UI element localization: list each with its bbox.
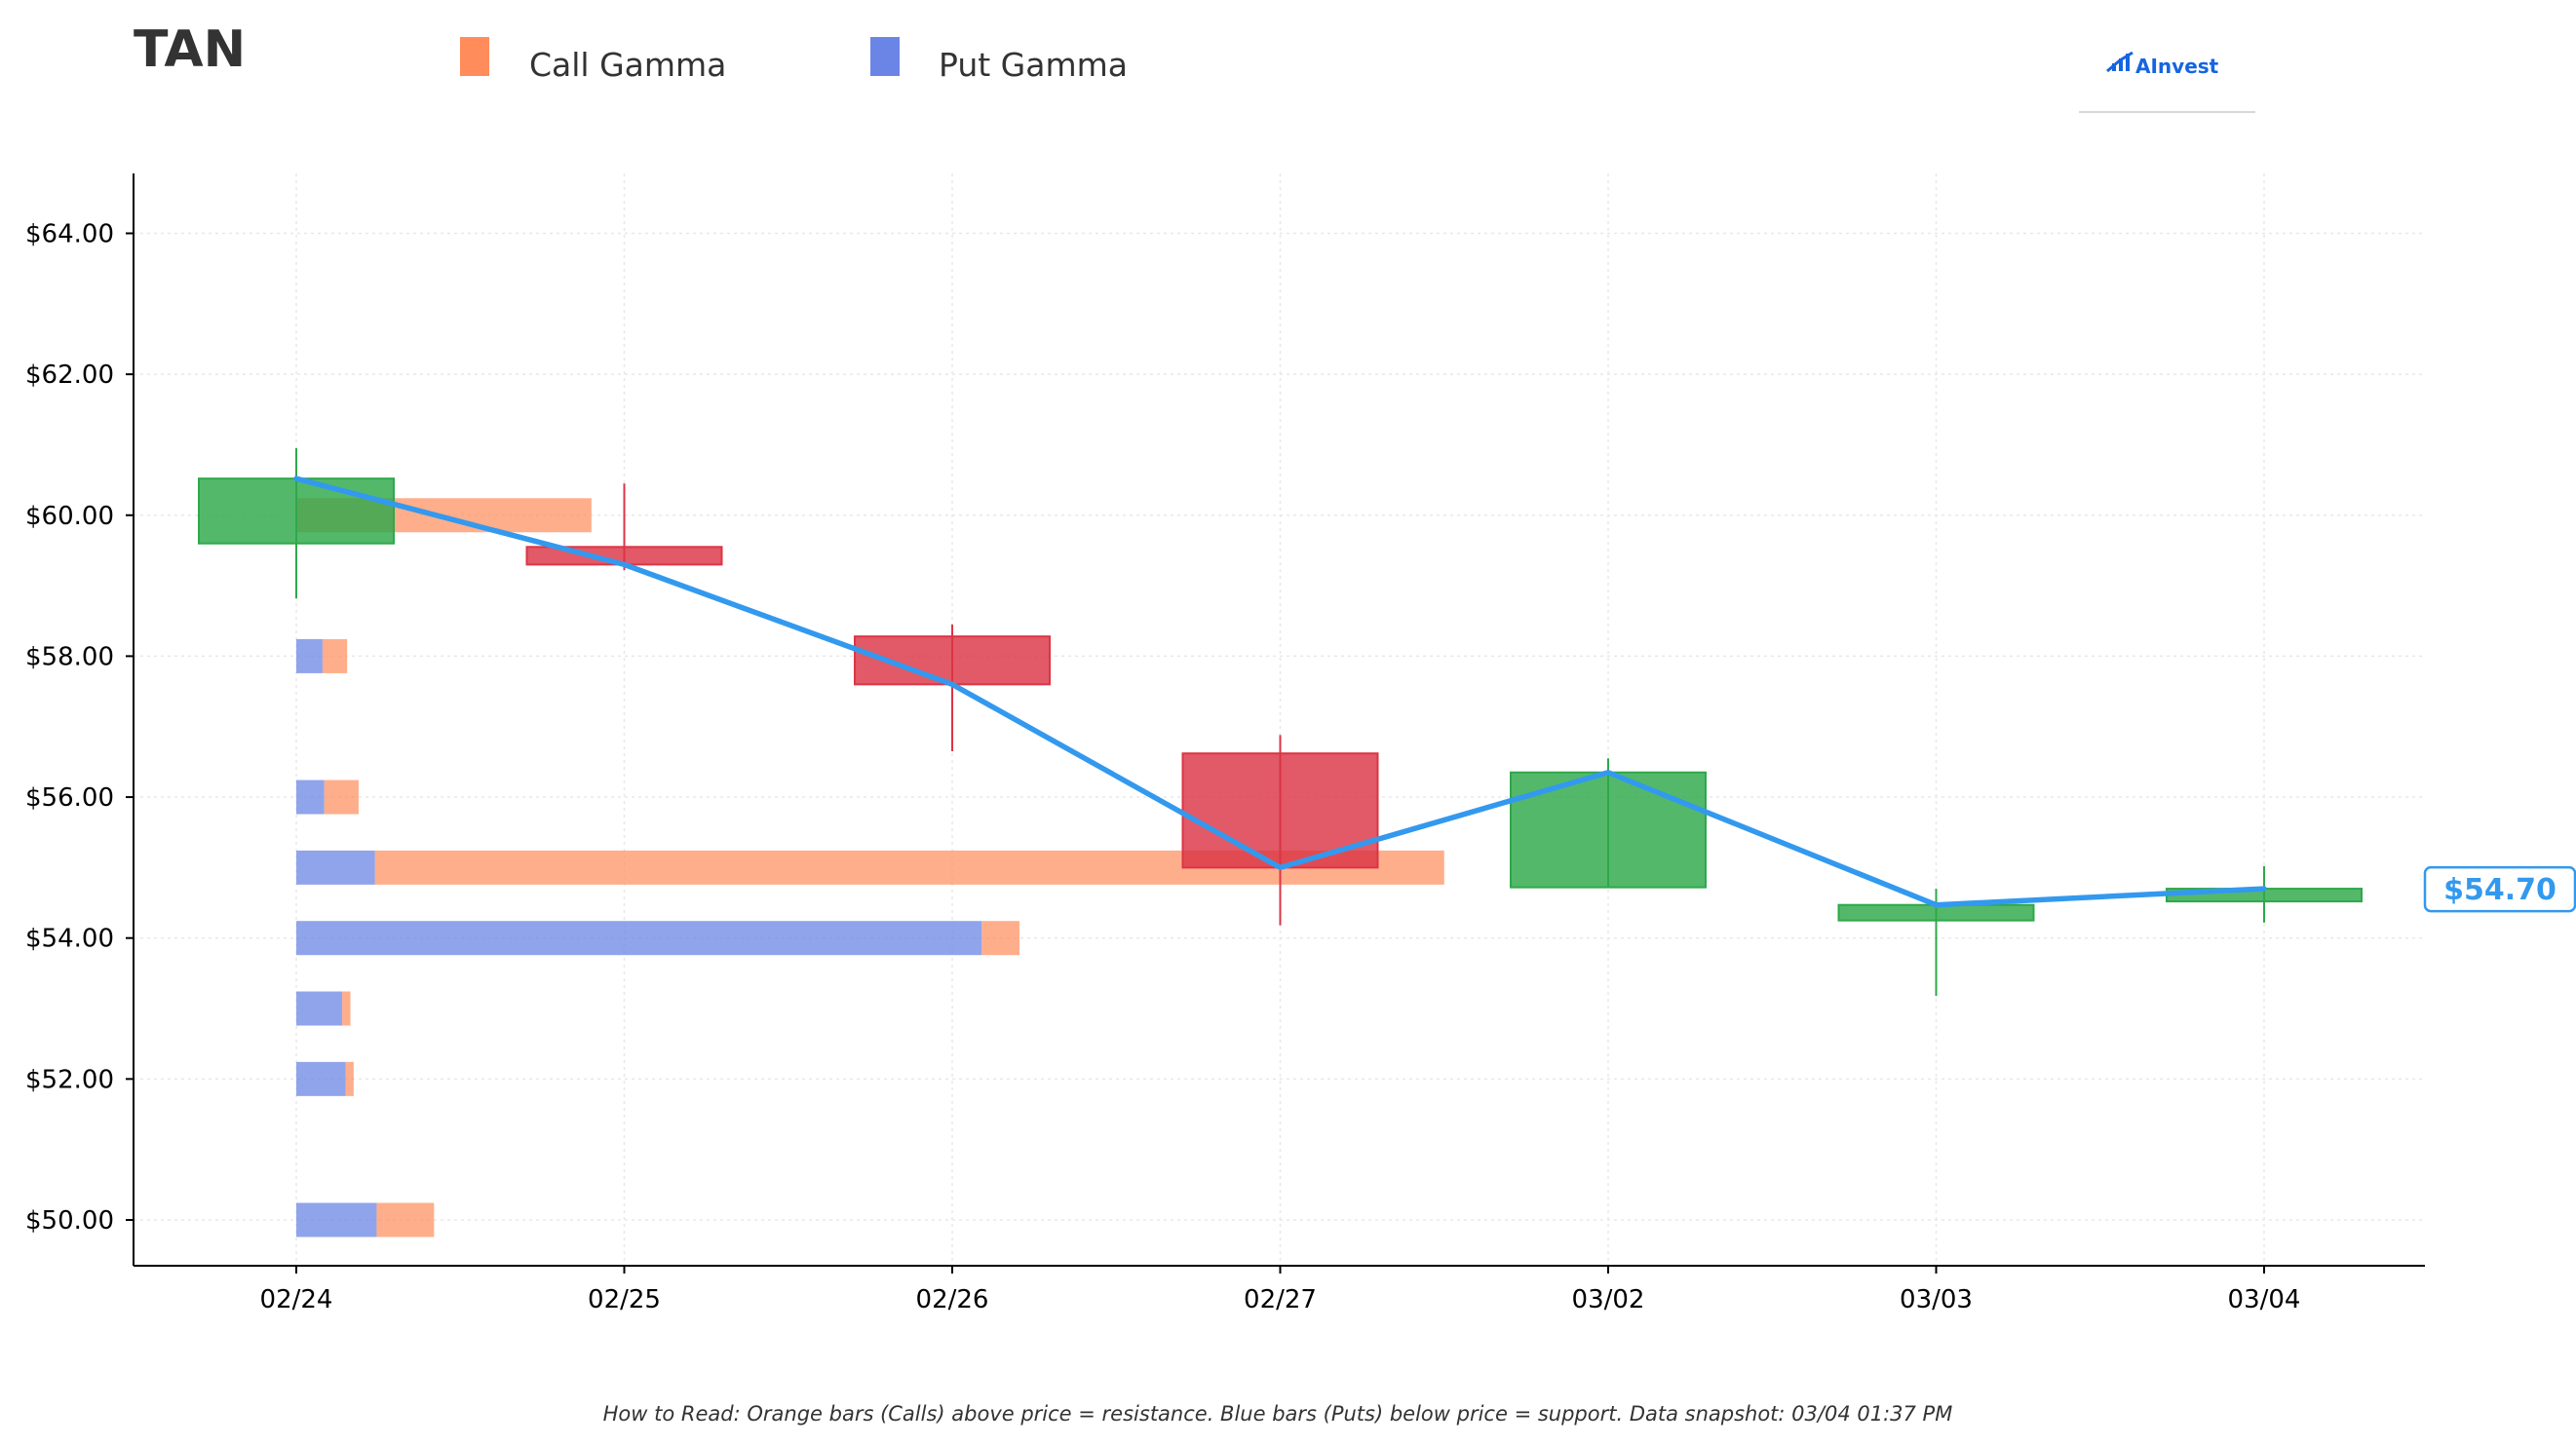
- y-tick-label: $52.00: [25, 1065, 114, 1094]
- last-price-badge: $54.70: [2423, 865, 2576, 913]
- price-line: [293, 476, 2267, 908]
- y-tick-label: $54.00: [25, 925, 114, 954]
- last-price-box: [2423, 865, 2576, 913]
- put-gamma-bar: [296, 850, 375, 885]
- put-gamma-bar: [296, 638, 323, 673]
- y-tick-label: $58.00: [25, 642, 114, 671]
- put-gamma-bar: [296, 991, 343, 1026]
- call-gamma-bar: [342, 991, 351, 1026]
- candles: [198, 448, 2363, 997]
- put-gamma-bar: [296, 1202, 377, 1237]
- logo-icon: [2106, 51, 2134, 73]
- last-price-label: $54.70: [2443, 873, 2557, 907]
- x-tick-label: 02/25: [588, 1285, 661, 1314]
- price-line-group: [293, 476, 2267, 908]
- legend-label-call: Call Gamma: [529, 46, 726, 84]
- legend-label-put: Put Gamma: [939, 46, 1128, 84]
- legend-swatch-call: [460, 37, 489, 76]
- call-gamma-bar: [345, 1061, 354, 1096]
- axes: [133, 173, 2425, 1267]
- footnote: How to Read: Orange bars (Calls) above p…: [603, 1402, 1953, 1426]
- x-tick-label: 03/03: [1900, 1285, 1973, 1314]
- call-gamma-bar: [324, 780, 359, 815]
- y-tick-label: $60.00: [25, 502, 114, 531]
- x-tick-label: 03/04: [2228, 1285, 2301, 1314]
- put-gamma-bar: [296, 780, 325, 815]
- ainvest-logo: AInvest: [2079, 51, 2255, 113]
- candle-body: [198, 477, 395, 545]
- x-tick-label: 03/02: [1572, 1285, 1645, 1314]
- call-gamma-bar: [376, 1202, 435, 1237]
- x-tick-labels: 02/24 02/25 02/26 02/27 03/02 03/03 03/04: [260, 1266, 2301, 1314]
- x-tick-label: 02/24: [260, 1285, 333, 1314]
- x-tick-label: 02/27: [1244, 1285, 1317, 1314]
- y-tick-labels: $50.00 $52.00 $54.00 $56.00 $58.00 $60.00 $62.…: [25, 219, 134, 1236]
- call-gamma-bar: [322, 638, 348, 673]
- put-gamma-bar: [296, 1061, 346, 1096]
- y-tick-label: $64.00: [25, 219, 114, 248]
- call-gamma-bar: [981, 921, 1019, 956]
- put-gamma-bar: [296, 921, 982, 956]
- grid: [134, 173, 2425, 1266]
- logo-text: AInvest: [2135, 55, 2219, 78]
- y-tick-label: $56.00: [25, 783, 114, 813]
- y-tick-label: $62.00: [25, 361, 114, 390]
- legend: Call Gamma Put Gamma: [460, 37, 1128, 84]
- legend-swatch-put: [870, 37, 900, 76]
- chart-title: TAN: [134, 20, 246, 79]
- x-tick-label: 02/26: [916, 1285, 989, 1314]
- y-tick-label: $50.00: [25, 1206, 114, 1236]
